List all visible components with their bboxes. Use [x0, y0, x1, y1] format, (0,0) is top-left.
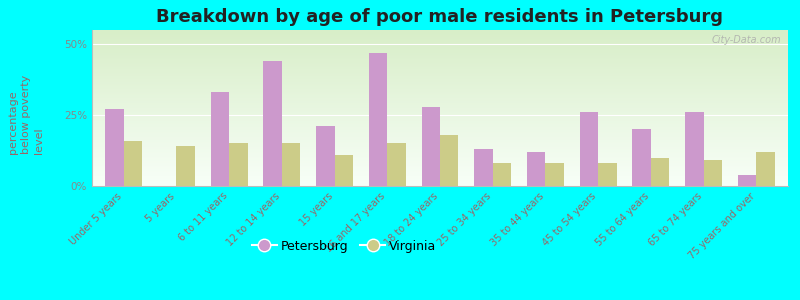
- Text: City-Data.com: City-Data.com: [711, 35, 781, 45]
- Bar: [124, 141, 142, 186]
- Bar: [263, 61, 282, 186]
- Bar: [474, 149, 493, 186]
- Bar: [598, 163, 617, 186]
- Bar: [440, 135, 458, 186]
- Bar: [105, 110, 124, 186]
- Bar: [334, 155, 353, 186]
- Bar: [704, 160, 722, 186]
- Title: Breakdown by age of poor male residents in Petersburg: Breakdown by age of poor male residents …: [157, 8, 723, 26]
- Bar: [282, 143, 300, 186]
- Bar: [176, 146, 195, 186]
- Bar: [316, 126, 334, 186]
- Bar: [633, 129, 651, 186]
- Legend: Petersburg, Virginia: Petersburg, Virginia: [246, 235, 442, 258]
- Bar: [387, 143, 406, 186]
- Bar: [651, 158, 670, 186]
- Bar: [756, 152, 775, 186]
- Bar: [685, 112, 704, 186]
- Bar: [369, 53, 387, 186]
- Bar: [493, 163, 511, 186]
- Bar: [422, 106, 440, 186]
- Bar: [738, 175, 756, 186]
- Bar: [229, 143, 247, 186]
- Bar: [546, 163, 564, 186]
- Bar: [527, 152, 546, 186]
- Bar: [580, 112, 598, 186]
- Bar: [210, 92, 229, 186]
- Text: percentage
below poverty
level: percentage below poverty level: [8, 74, 45, 154]
